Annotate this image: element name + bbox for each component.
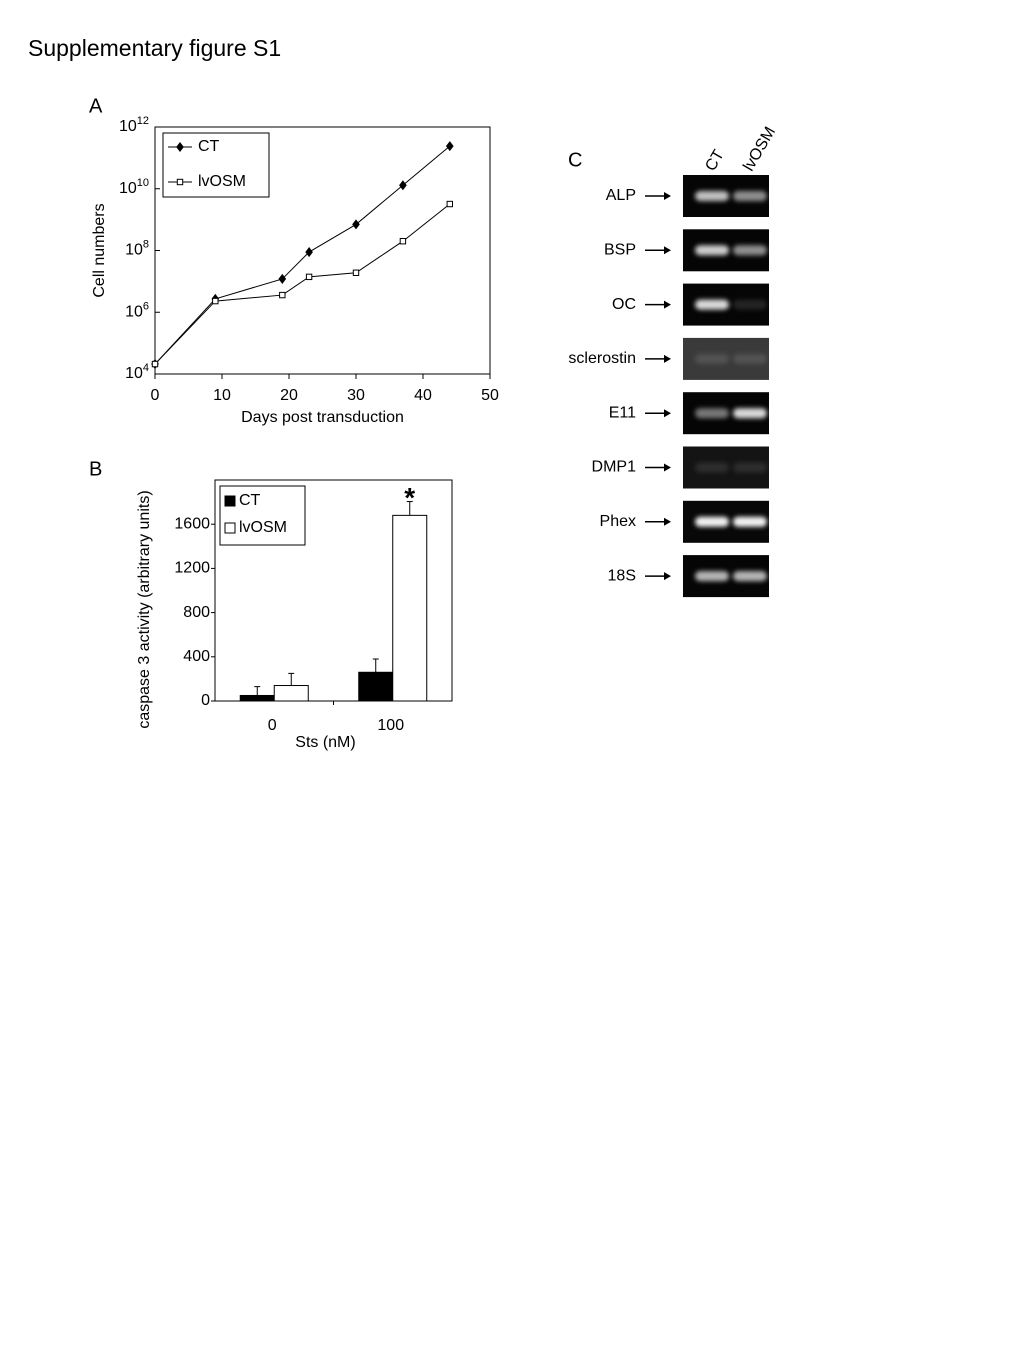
gel-band bbox=[695, 516, 729, 527]
marker bbox=[278, 273, 287, 284]
gel-band bbox=[695, 299, 729, 310]
x-tick-label: 100 bbox=[377, 717, 404, 734]
y-tick-label: 106 bbox=[125, 300, 149, 320]
marker bbox=[352, 269, 360, 276]
legend-label: CT bbox=[198, 138, 220, 155]
y-tick-label: 1012 bbox=[119, 115, 149, 135]
gel-band bbox=[733, 408, 767, 419]
arrow-head bbox=[664, 300, 671, 309]
marker bbox=[399, 238, 407, 245]
gel-band bbox=[733, 516, 767, 527]
y-tick-base: 10 bbox=[125, 303, 143, 320]
x-axis-label: Days post transduction bbox=[241, 409, 404, 426]
panel-label: B bbox=[89, 458, 102, 480]
legend-label: lvOSM bbox=[239, 519, 287, 536]
legend-label: lvOSM bbox=[198, 173, 246, 190]
y-tick-exponent: 6 bbox=[143, 300, 149, 312]
legend-frame bbox=[219, 485, 306, 546]
y-tick-label: 1600 bbox=[174, 515, 210, 532]
x-tick-label: 40 bbox=[414, 387, 432, 404]
arrow-head bbox=[664, 463, 671, 472]
gel-band bbox=[695, 408, 729, 419]
legend-swatch bbox=[224, 495, 236, 507]
marker bbox=[352, 219, 360, 230]
figure-title: Supplementary figure S1 bbox=[28, 35, 281, 61]
gel-band bbox=[733, 462, 767, 473]
panel-label: C bbox=[568, 149, 582, 171]
marker bbox=[176, 178, 184, 186]
y-tick-exponent: 12 bbox=[137, 115, 149, 127]
x-axis-label: Sts (nM) bbox=[295, 734, 355, 751]
x-tick-label: 50 bbox=[481, 387, 499, 404]
gel-band bbox=[695, 353, 729, 364]
y-axis-label: caspase 3 activity (arbitrary units) bbox=[136, 490, 153, 728]
marker bbox=[399, 180, 407, 191]
bar bbox=[392, 514, 428, 702]
y-tick-exponent: 8 bbox=[143, 238, 149, 250]
gene-label: E11 bbox=[609, 404, 636, 421]
y-axis-label: Cell numbers bbox=[91, 203, 108, 297]
marker bbox=[305, 247, 313, 258]
bar bbox=[239, 694, 275, 702]
gene-label: OC bbox=[612, 296, 636, 313]
y-tick-base: 10 bbox=[119, 118, 137, 135]
gel-band bbox=[733, 353, 767, 364]
x-tick-label: 0 bbox=[151, 387, 160, 404]
gel-band bbox=[733, 299, 767, 310]
gel-band bbox=[695, 191, 729, 201]
arrow-head bbox=[664, 354, 671, 363]
gel-band bbox=[695, 245, 729, 256]
arrow-head bbox=[664, 192, 671, 200]
bar bbox=[273, 685, 309, 702]
y-tick-label: 400 bbox=[183, 648, 210, 665]
legend-swatch bbox=[224, 522, 236, 534]
y-tick-base: 10 bbox=[125, 365, 143, 382]
annotation: * bbox=[404, 482, 415, 513]
legend-label: CT bbox=[239, 492, 261, 509]
gene-label: BSP bbox=[604, 242, 636, 259]
marker bbox=[445, 141, 454, 152]
y-tick-base: 10 bbox=[125, 242, 143, 259]
marker bbox=[279, 291, 286, 299]
gel-band bbox=[695, 571, 729, 582]
gene-label: 18S bbox=[608, 567, 636, 584]
gel-band bbox=[695, 462, 729, 473]
marker bbox=[305, 273, 313, 281]
y-tick-base: 10 bbox=[119, 180, 137, 197]
gene-label: sclerostin bbox=[568, 350, 636, 367]
y-tick-label: 800 bbox=[183, 604, 210, 621]
gene-label: DMP1 bbox=[592, 459, 637, 476]
y-tick-label: 1010 bbox=[119, 177, 149, 197]
x-tick-label: 20 bbox=[280, 387, 298, 404]
marker bbox=[151, 360, 159, 368]
arrow-head bbox=[664, 409, 671, 418]
gel-band bbox=[733, 571, 767, 582]
y-tick-exponent: 4 bbox=[143, 362, 149, 374]
arrow-head bbox=[664, 246, 671, 255]
bar bbox=[358, 671, 394, 702]
marker bbox=[446, 200, 454, 208]
marker bbox=[176, 141, 184, 153]
gene-label: ALP bbox=[606, 187, 636, 204]
legend-frame bbox=[162, 132, 270, 198]
y-tick-label: 108 bbox=[125, 238, 149, 258]
panel-label: A bbox=[89, 95, 103, 117]
gel-band bbox=[733, 245, 767, 256]
y-tick-label: 1200 bbox=[174, 560, 210, 577]
x-tick-label: 0 bbox=[268, 717, 277, 734]
y-tick-label: 0 bbox=[201, 692, 210, 709]
y-tick-exponent: 10 bbox=[137, 177, 149, 189]
gene-label: Phex bbox=[600, 513, 636, 530]
gel-band bbox=[733, 191, 767, 201]
arrow-head bbox=[664, 572, 671, 581]
x-tick-label: 10 bbox=[213, 387, 231, 404]
y-tick-label: 104 bbox=[125, 362, 149, 382]
marker bbox=[212, 297, 219, 305]
x-tick-label: 30 bbox=[347, 387, 365, 404]
arrow-head bbox=[664, 517, 671, 526]
